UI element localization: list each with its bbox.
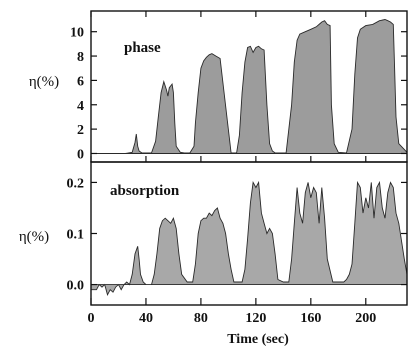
phase-y-tick-label: 10 <box>70 26 84 41</box>
phase-y-axis-label: η(%) <box>29 74 59 90</box>
phase-signal-area <box>91 19 407 154</box>
x-tick-label: 40 <box>139 311 153 326</box>
x-tick-label: 160 <box>300 311 321 326</box>
x-axis-ticks: 0 40 80 120 160 200 <box>88 11 376 326</box>
phase-y-tick-label: 2 <box>77 123 84 138</box>
phase-y-ticks: 0 2 4 6 8 10 <box>70 26 407 162</box>
absorption-y-axis-label: η(%) <box>19 229 49 245</box>
absorption-panel: 0.0 0.1 0.2 absorption η(%) <box>19 161 408 306</box>
absorption-y-tick-label: 0.0 <box>67 279 85 294</box>
x-axis-title: Time (sec) <box>227 332 289 347</box>
x-tick-label: 120 <box>245 311 266 326</box>
phase-panel: 0 2 4 6 8 10 phase η(%) <box>29 10 408 163</box>
x-tick-label: 200 <box>355 311 376 326</box>
absorption-signal-area <box>91 180 407 297</box>
x-tick-label: 80 <box>194 311 208 326</box>
absorption-panel-label: absorption <box>110 183 180 199</box>
phase-y-tick-label: 0 <box>77 147 84 162</box>
phase-panel-label: phase <box>124 40 161 56</box>
absorption-y-tick-label: 0.1 <box>67 228 85 243</box>
absorption-y-ticks: 0.0 0.1 0.2 <box>67 176 407 294</box>
phase-y-tick-label: 4 <box>77 99 84 114</box>
x-tick-label: 0 <box>88 311 95 326</box>
absorption-y-tick-label: 0.2 <box>67 176 85 191</box>
phase-y-tick-label: 6 <box>77 74 84 89</box>
phase-y-tick-label: 8 <box>77 50 84 65</box>
